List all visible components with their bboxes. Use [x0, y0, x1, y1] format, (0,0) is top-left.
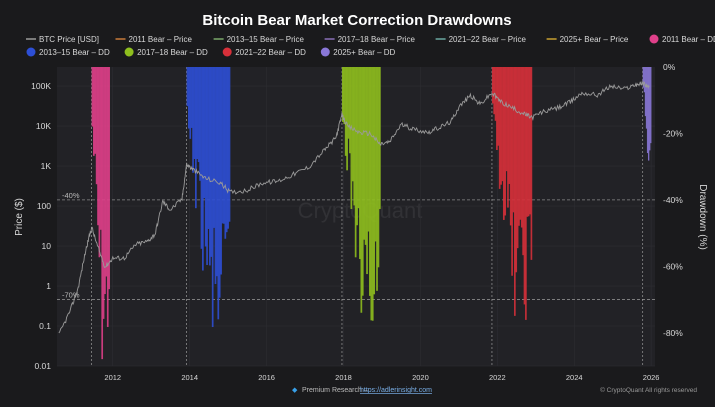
y-axis-label-right: Drawdown (%) [697, 184, 708, 250]
y-right-tick-label: -80% [663, 328, 683, 338]
x-tick-label: 2024 [566, 373, 583, 382]
y-tick-label: 10 [42, 241, 52, 251]
legend-label: 2013–15 Bear – DD [39, 48, 110, 57]
y-tick-label: 0.01 [34, 361, 51, 371]
legend-dot-swatch [321, 48, 330, 57]
legend-label: BTC Price [USD] [39, 35, 99, 44]
x-tick-label: 2012 [104, 373, 121, 382]
legend-label: 2021–22 Bear – DD [235, 48, 306, 57]
y-right-tick-label: 0% [663, 62, 676, 72]
y-tick-label: 1K [41, 161, 52, 171]
legend-dot-swatch [650, 35, 659, 44]
y-tick-label: 100 [37, 201, 51, 211]
x-tick-label: 2020 [412, 373, 429, 382]
legend-label: 2025+ Bear – Price [560, 35, 629, 44]
legend-label: 2017–18 Bear – Price [338, 35, 416, 44]
legend-label: 2011 Bear – DD [662, 35, 715, 44]
footer-link[interactable]: https://adlerinsight.com [360, 387, 432, 394]
legend-label: 2013–15 Bear – Price [227, 35, 305, 44]
x-tick-label: 2026 [643, 373, 660, 382]
legend-item: 2017–18 Bear – Price [325, 35, 416, 44]
x-tick-label: 2018 [335, 373, 352, 382]
y-right-tick-label: -40% [663, 195, 683, 205]
legend-label: 2011 Bear – Price [129, 35, 193, 44]
x-tick-label: 2016 [258, 373, 275, 382]
chart-title: Bitcoin Bear Market Correction Drawdowns [202, 12, 511, 29]
drawdown-bar [379, 67, 381, 209]
legend-label: 2017–18 Bear – DD [137, 48, 208, 57]
drawdown-bar [531, 67, 533, 260]
drawdown-bar [108, 67, 110, 289]
diamond-icon: ◆ [292, 387, 298, 394]
legend-dot-swatch [223, 48, 232, 57]
footer-copyright: © CryptoQuant All rights reserved [600, 386, 697, 394]
legend-item: 2013–15 Bear – Price [214, 35, 305, 44]
legend-label: 2021–22 Bear – Price [449, 35, 527, 44]
legend-dot-swatch [27, 48, 36, 57]
legend-item: 2013–15 Bear – DD [27, 48, 110, 58]
y-tick-label: 10K [36, 121, 51, 131]
ref-line-label: -40% [62, 191, 80, 200]
legend-label: 2025+ Bear – DD [333, 48, 395, 57]
legend-item: 2025+ Bear – Price [547, 35, 629, 44]
legend-item: 2021–22 Bear – DD [223, 48, 306, 58]
y-axis-label: Price ($) [14, 198, 25, 236]
y-tick-label: 100K [31, 81, 51, 91]
drawdown-bar [650, 67, 651, 143]
y-tick-label: 0.1 [39, 321, 51, 331]
y-right-tick-label: -20% [663, 128, 683, 138]
x-tick-label: 2014 [181, 373, 198, 382]
legend-dot-swatch [125, 48, 134, 57]
y-tick-label: 1 [46, 281, 51, 291]
drawdown-bar [229, 67, 231, 222]
x-tick-label: 2022 [489, 373, 506, 382]
y-right-tick-label: -60% [663, 261, 683, 271]
legend-item: 2017–18 Bear – DD [125, 48, 208, 58]
legend-item: 2021–22 Bear – Price [436, 35, 527, 44]
footer-prefix: Premium Research – [302, 387, 368, 394]
